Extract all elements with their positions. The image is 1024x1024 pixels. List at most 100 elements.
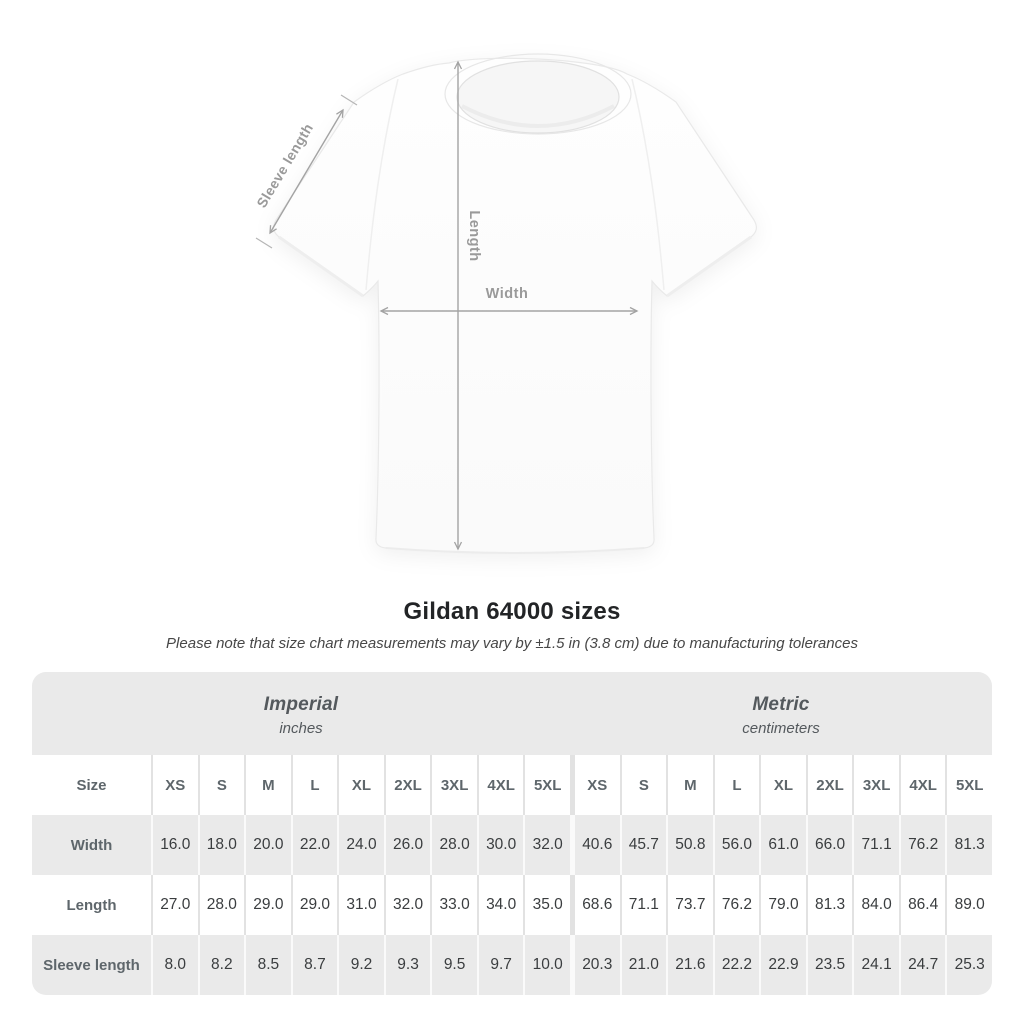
cell: 8.5 [246, 935, 291, 995]
metric-section-header: Metric centimeters [570, 672, 992, 755]
size-col-header: L [714, 755, 760, 815]
cell: 76.2 [900, 815, 946, 875]
cell: 22.9 [761, 935, 806, 995]
imperial-section-header: Imperial inches [32, 672, 570, 755]
cell: 24.7 [900, 935, 946, 995]
unit-header-band: Imperial inches Metric centimeters [32, 672, 992, 755]
cell: 24.1 [854, 935, 899, 995]
cell: 28.0 [432, 815, 477, 875]
cell: 32.0 [385, 875, 431, 935]
size-col-header: 4XL [478, 755, 524, 815]
section-divider [572, 755, 573, 815]
cell: 9.2 [339, 935, 384, 995]
cell: 9.3 [385, 935, 431, 995]
cell: 89.0 [947, 875, 992, 935]
cell: 10.0 [525, 935, 570, 995]
cell: 81.3 [807, 875, 853, 935]
size-col-header: 2XL [385, 755, 431, 815]
cell: 29.0 [292, 875, 338, 935]
cell: 20.0 [246, 815, 291, 875]
cell: 76.2 [714, 875, 760, 935]
size-col-header: 3XL [854, 755, 899, 815]
cell: 86.4 [900, 875, 946, 935]
size-col-header: 3XL [432, 755, 477, 815]
title-block: Gildan 64000 sizes Please note that size… [0, 598, 1024, 652]
size-col-header: 4XL [900, 755, 946, 815]
size-col-header: 5XL [525, 755, 570, 815]
page-subtitle: Please note that size chart measurements… [166, 635, 858, 652]
cell: 22.0 [292, 815, 338, 875]
cell: 30.0 [478, 815, 524, 875]
size-col-header: XS [575, 755, 620, 815]
size-col-header: 5XL [947, 755, 992, 815]
cell: 81.3 [947, 815, 992, 875]
collar-outline [444, 53, 632, 135]
section-divider [572, 935, 573, 995]
size-col-header: XL [761, 755, 806, 815]
table-row-length: Length 27.0 28.0 29.0 29.0 31.0 32.0 33.… [32, 875, 992, 935]
size-col-header: S [621, 755, 667, 815]
cell: 71.1 [854, 815, 899, 875]
cell: 56.0 [714, 815, 760, 875]
cell: 18.0 [199, 815, 245, 875]
metric-label: Metric [752, 693, 810, 715]
size-row-label: Size [32, 755, 151, 815]
tshirt-measurement-diagram: Length Width Sleeve length [253, 53, 757, 554]
imperial-label: Imperial [263, 693, 339, 715]
width-arrow: Width [379, 286, 639, 316]
cell: 22.2 [714, 935, 760, 995]
cell: 32.0 [525, 815, 570, 875]
cell: 84.0 [854, 875, 899, 935]
cell: 21.6 [668, 935, 713, 995]
size-col-header: 2XL [807, 755, 853, 815]
size-col-header: M [668, 755, 713, 815]
tshirt-image [273, 53, 757, 554]
cell: 31.0 [339, 875, 384, 935]
metric-unit-label: centimeters [742, 719, 820, 737]
cell: 9.7 [478, 935, 524, 995]
cell: 24.0 [339, 815, 384, 875]
cell: 8.2 [199, 935, 245, 995]
length-label: Length [466, 210, 482, 261]
length-arrow: Length [453, 60, 482, 551]
cell: 20.3 [575, 935, 620, 995]
imperial-unit-label: inches [279, 719, 323, 737]
cell: 61.0 [761, 815, 806, 875]
section-divider [572, 815, 573, 875]
size-table: Imperial inches Metric centimeters Size … [32, 672, 992, 995]
size-header-row: Size XS S M L XL 2XL 3XL 4XL 5XL XS S M … [32, 755, 992, 815]
cell: 71.1 [621, 875, 667, 935]
cell: 16.0 [153, 815, 198, 875]
row-label: Width [32, 815, 151, 875]
size-col-header: S [199, 755, 245, 815]
cell: 9.5 [432, 935, 477, 995]
collar-opening [456, 60, 620, 134]
row-label: Length [32, 875, 151, 935]
cell: 73.7 [668, 875, 713, 935]
cell: 27.0 [153, 875, 198, 935]
cell: 50.8 [668, 815, 713, 875]
cell: 29.0 [246, 875, 291, 935]
cell: 35.0 [525, 875, 570, 935]
cell: 45.7 [621, 815, 667, 875]
size-col-header: L [292, 755, 338, 815]
size-col-header: XS [153, 755, 198, 815]
cell: 34.0 [478, 875, 524, 935]
cell: 25.3 [947, 935, 992, 995]
cell: 23.5 [807, 935, 853, 995]
cell: 28.0 [199, 875, 245, 935]
page-title: Gildan 64000 sizes [403, 598, 621, 625]
row-label: Sleeve length [32, 935, 151, 995]
table-row-width: Width 16.0 18.0 20.0 22.0 24.0 26.0 28.0… [32, 815, 992, 875]
table-row-sleeve-length: Sleeve length 8.0 8.2 8.5 8.7 9.2 9.3 9.… [32, 935, 992, 995]
width-label: Width [486, 286, 529, 302]
cell: 66.0 [807, 815, 853, 875]
cell: 40.6 [575, 815, 620, 875]
cell: 79.0 [761, 875, 806, 935]
section-divider [572, 875, 573, 935]
size-col-header: XL [339, 755, 384, 815]
cell: 68.6 [575, 875, 620, 935]
size-col-header: M [246, 755, 291, 815]
cell: 8.7 [292, 935, 338, 995]
